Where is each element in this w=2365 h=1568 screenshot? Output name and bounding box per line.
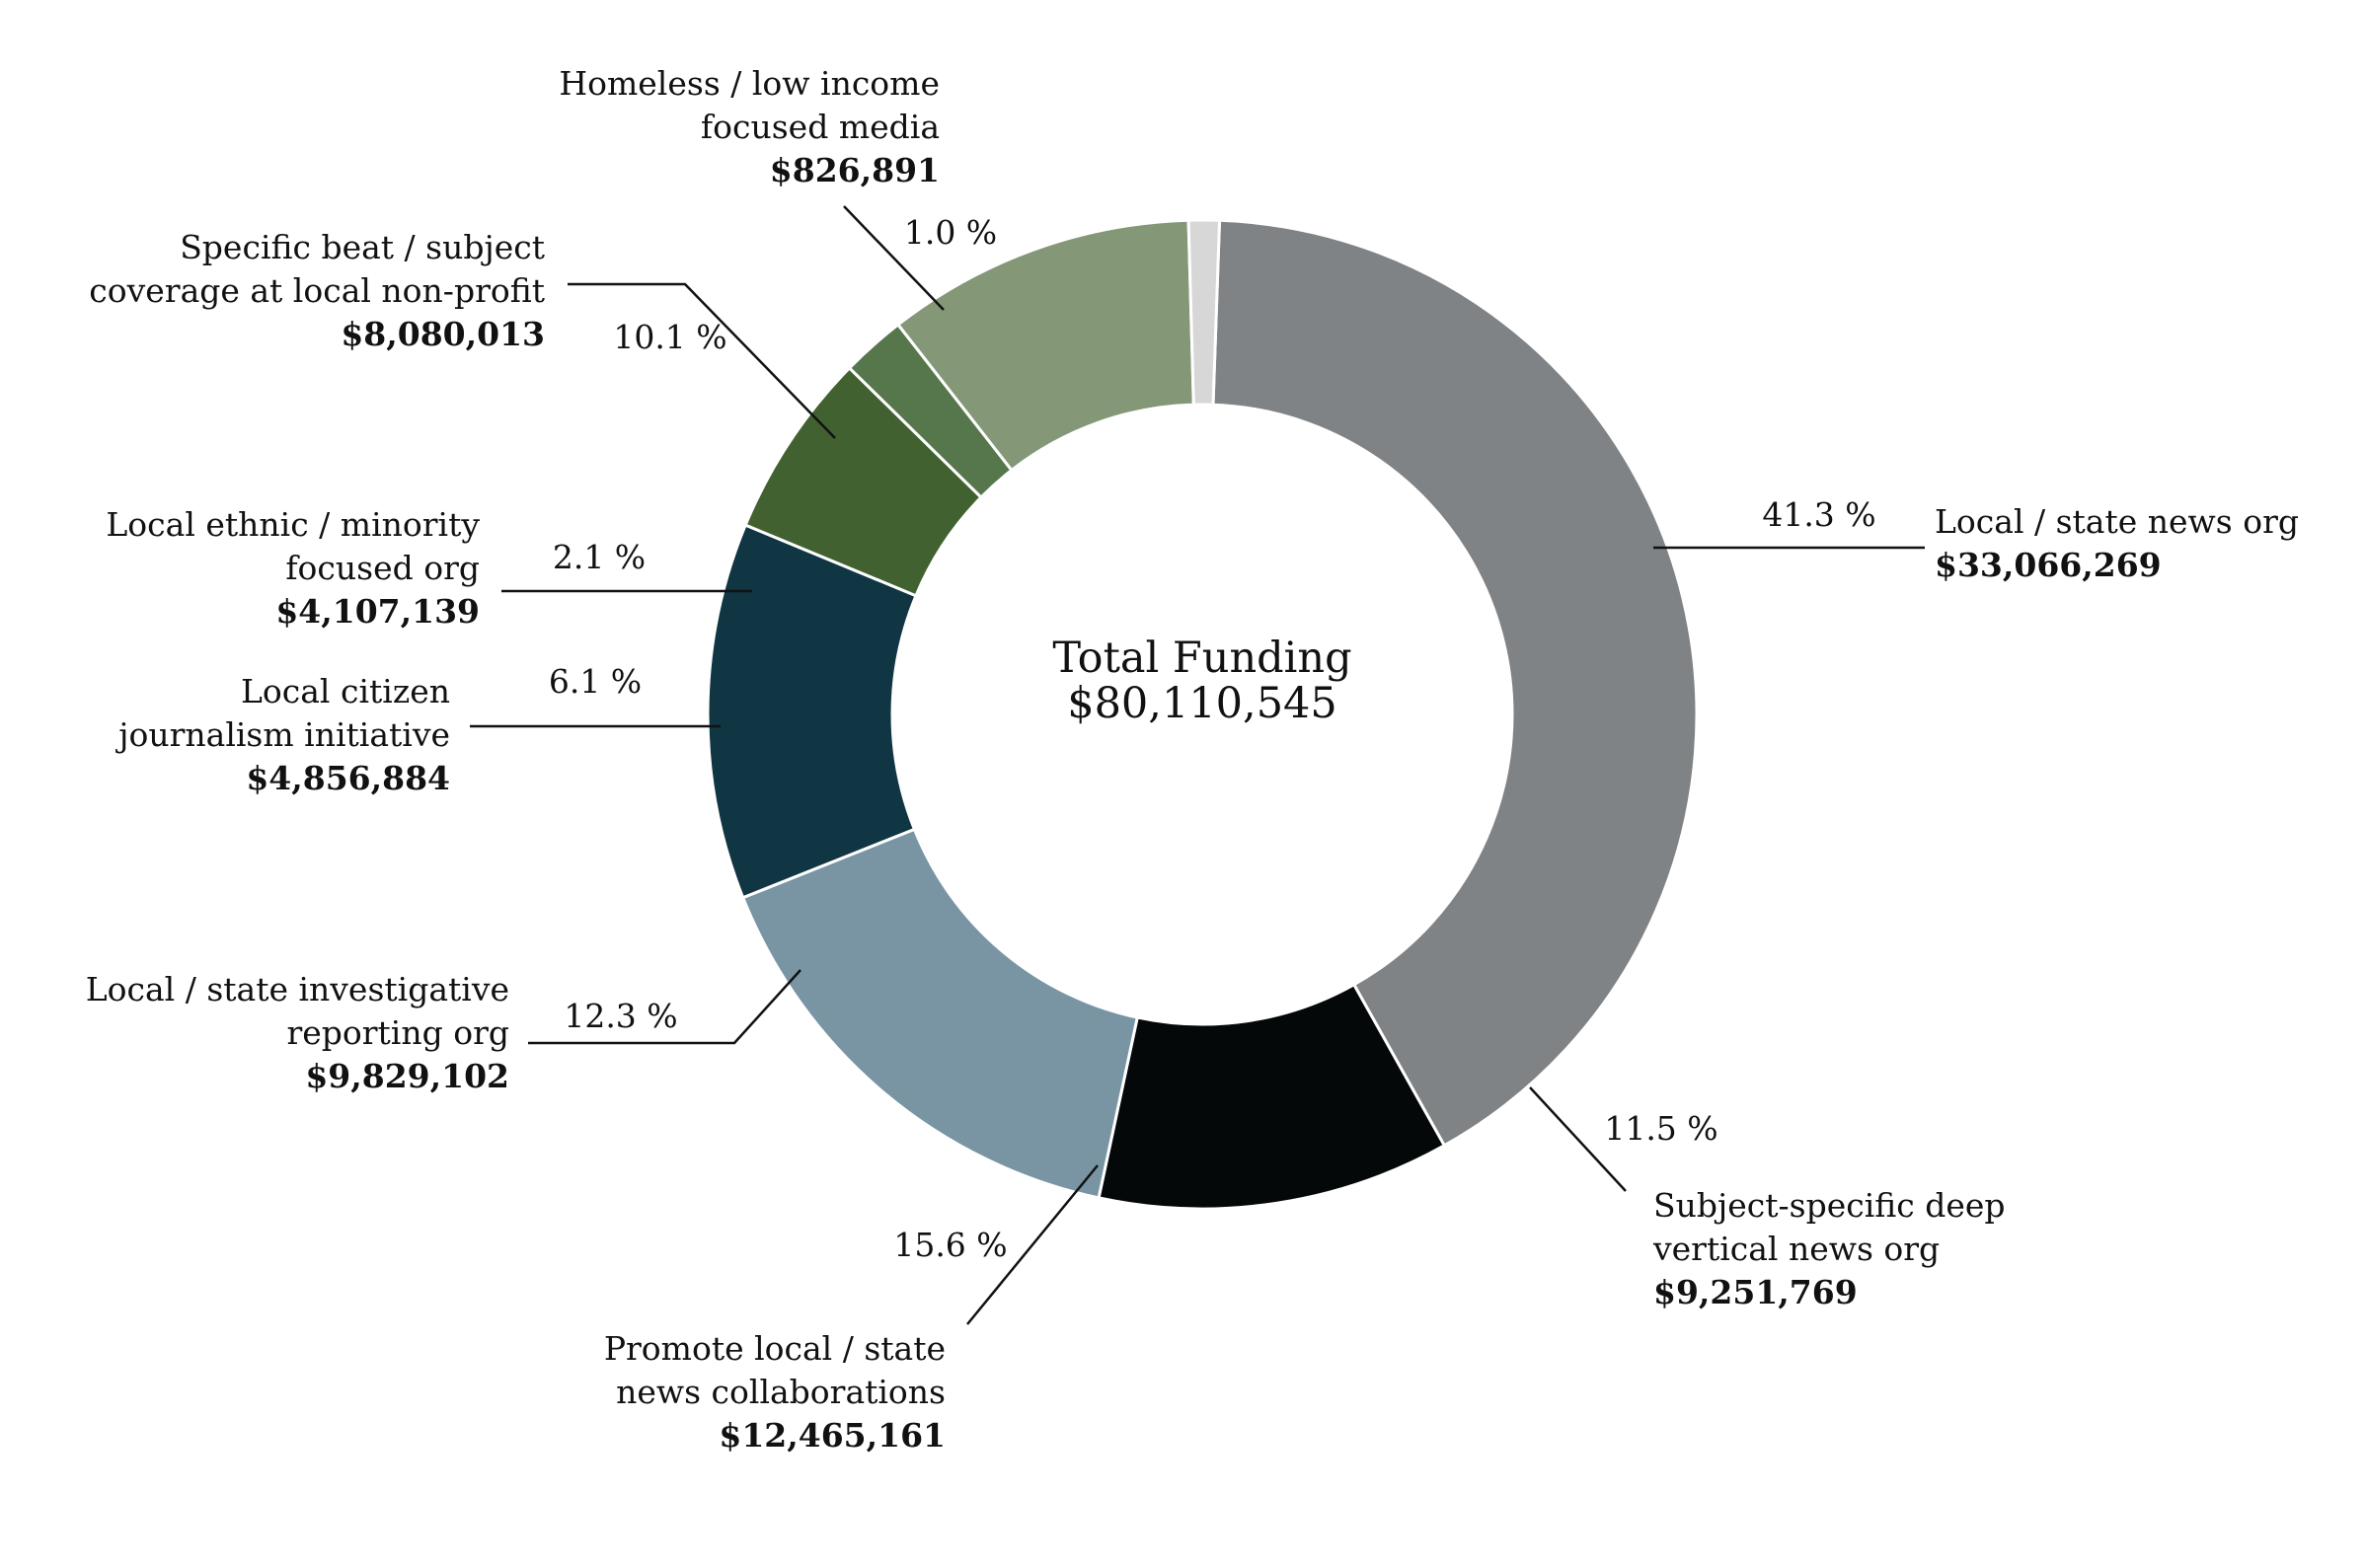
leader-line — [528, 969, 801, 1045]
slice-percent-label: 11.5 % — [1604, 1109, 1717, 1148]
slice-label: Local citizen journalism initiative $4,856… — [114, 672, 450, 797]
slice-label: Local / state news org $33,066,269 — [1935, 502, 2299, 584]
center-label: Total Funding $80,110,545 — [1052, 634, 1351, 728]
donut-slice — [740, 827, 1140, 1200]
slice-percent-label: 2.1 % — [553, 538, 646, 576]
slice-category-label: vertical news org — [1652, 1230, 1940, 1268]
slice-category-label: Local citizen — [241, 672, 450, 710]
leader-lines-layer — [470, 205, 1925, 1325]
slice-label: Local ethnic / minority focused org $4,107… — [106, 505, 480, 631]
slice-amount-label: $4,107,139 — [275, 592, 480, 631]
slice-amount-label: $33,066,269 — [1935, 546, 2162, 584]
slice-category-label: focused media — [701, 108, 940, 146]
slice-category-label: Promote local / state — [604, 1329, 946, 1368]
leader-line — [843, 205, 945, 311]
slice-percent-label: 41.3 % — [1762, 495, 1875, 534]
slice-percent-label: 1.0 % — [904, 213, 997, 252]
slice-category-label: Specific beat / subject — [180, 228, 545, 266]
slice-amount-label: $826,891 — [770, 151, 940, 189]
slice-amount-label: $12,465,161 — [719, 1416, 946, 1455]
slice-amount-label: $9,829,102 — [305, 1057, 509, 1095]
slice-category-label: focused org — [285, 549, 480, 587]
center-title: Total Funding — [1052, 634, 1351, 683]
leader-line — [966, 1164, 1099, 1325]
slice-percent-label: 15.6 % — [893, 1226, 1007, 1264]
slices-layer — [706, 218, 1699, 1211]
donut-slice — [1211, 218, 1699, 1148]
slice-label: Promote local / state news collaborations… — [604, 1329, 946, 1455]
slice-amount-label: $9,251,769 — [1653, 1273, 1858, 1311]
slice-category-label: news collaborations — [616, 1373, 946, 1411]
slice-category-label: journalism initiative — [114, 715, 450, 754]
slice-category-label: Local ethnic / minority — [106, 505, 480, 544]
slice-amount-label: $8,080,013 — [341, 315, 545, 353]
slice-percent-label: 6.1 % — [549, 662, 642, 701]
labels-layer: 41.3 % Local / state news org $33,066,269 1… — [86, 64, 2299, 1455]
donut-slice — [1186, 218, 1222, 407]
slice-category-label: Local / state news org — [1935, 502, 2299, 541]
slice-category-label: coverage at local non-profit — [89, 271, 545, 310]
slice-category-label: Homeless / low income — [559, 64, 940, 103]
slice-amount-label: $4,856,884 — [246, 759, 450, 797]
slice-label: Homeless / low income focused media $826,8… — [559, 64, 940, 189]
center-total-value: $80,110,545 — [1067, 679, 1337, 728]
slice-category-label: reporting org — [286, 1013, 509, 1052]
leader-line — [1529, 1086, 1627, 1192]
slice-percent-label: 12.3 % — [564, 997, 677, 1035]
slice-label: Subject-specific deep vertical news org $9… — [1652, 1186, 2006, 1311]
slice-percent-label: 10.1 % — [613, 318, 726, 356]
slice-label: Specific beat / subject coverage at local… — [89, 228, 545, 353]
leader-line — [568, 282, 836, 439]
slice-category-label: Subject-specific deep — [1653, 1186, 2006, 1225]
slice-label: Local / state investigative reporting org… — [86, 970, 509, 1095]
slice-category-label: Local / state investigative — [86, 970, 509, 1008]
